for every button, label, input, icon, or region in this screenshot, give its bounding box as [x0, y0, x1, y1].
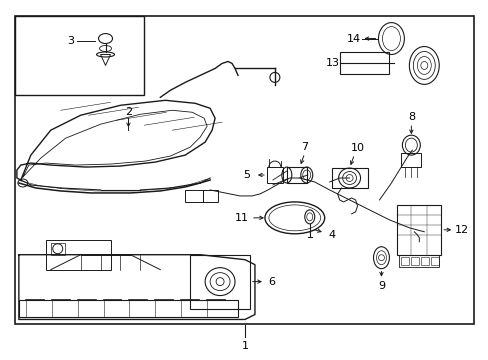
Text: 2: 2 — [124, 107, 132, 117]
Bar — [421, 257, 428, 265]
Bar — [266, 167, 282, 183]
Text: 1: 1 — [241, 341, 248, 351]
Text: 7: 7 — [301, 142, 308, 152]
Bar — [19, 300, 238, 318]
Text: 3: 3 — [67, 36, 74, 46]
Bar — [401, 257, 408, 265]
Bar — [339, 53, 388, 75]
Text: 13: 13 — [325, 58, 339, 68]
Text: 5: 5 — [243, 170, 250, 180]
Text: 6: 6 — [268, 276, 275, 287]
Bar — [410, 257, 419, 265]
Text: 8: 8 — [407, 112, 414, 122]
Bar — [401, 153, 421, 167]
Bar — [190, 255, 249, 310]
Text: 14: 14 — [346, 33, 360, 44]
Text: 12: 12 — [454, 225, 468, 235]
Text: 4: 4 — [327, 230, 335, 240]
Bar — [185, 190, 203, 202]
Bar — [46, 240, 110, 270]
Bar — [203, 190, 218, 202]
Bar — [51, 243, 64, 255]
Text: 10: 10 — [350, 143, 364, 153]
Bar — [397, 205, 440, 255]
Bar — [331, 168, 367, 188]
Bar — [399, 255, 438, 267]
Text: 9: 9 — [377, 280, 384, 291]
Bar — [15, 15, 144, 95]
Text: 11: 11 — [235, 213, 248, 223]
Bar — [286, 167, 306, 183]
Bar — [15, 15, 473, 324]
Bar — [430, 257, 438, 265]
